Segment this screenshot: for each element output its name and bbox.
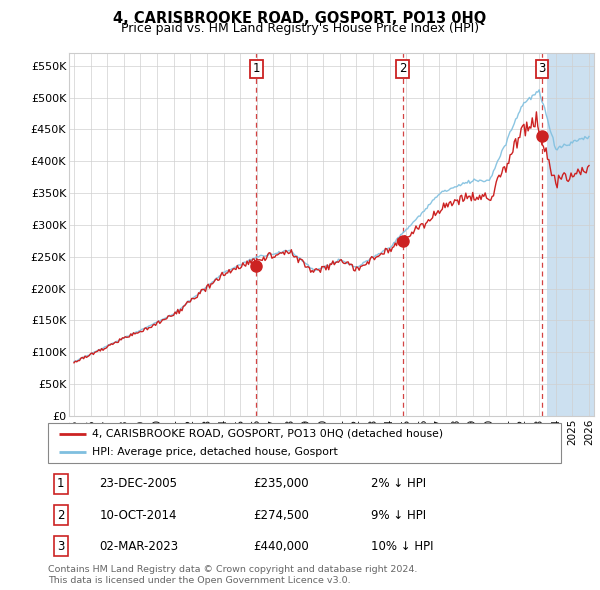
Text: HPI: Average price, detached house, Gosport: HPI: Average price, detached house, Gosp… bbox=[92, 447, 337, 457]
Text: 23-DEC-2005: 23-DEC-2005 bbox=[100, 477, 178, 490]
Text: 4, CARISBROOKE ROAD, GOSPORT, PO13 0HQ (detached house): 4, CARISBROOKE ROAD, GOSPORT, PO13 0HQ (… bbox=[92, 429, 443, 439]
Text: Contains HM Land Registry data © Crown copyright and database right 2024.
This d: Contains HM Land Registry data © Crown c… bbox=[48, 565, 418, 585]
Text: 2: 2 bbox=[57, 509, 65, 522]
Text: £440,000: £440,000 bbox=[253, 540, 309, 553]
Text: 3: 3 bbox=[538, 62, 545, 75]
Text: 10-OCT-2014: 10-OCT-2014 bbox=[100, 509, 177, 522]
Text: 9% ↓ HPI: 9% ↓ HPI bbox=[371, 509, 427, 522]
FancyBboxPatch shape bbox=[48, 423, 561, 463]
Text: 10% ↓ HPI: 10% ↓ HPI bbox=[371, 540, 434, 553]
Text: £274,500: £274,500 bbox=[253, 509, 309, 522]
Text: 02-MAR-2023: 02-MAR-2023 bbox=[100, 540, 178, 553]
Text: £235,000: £235,000 bbox=[253, 477, 309, 490]
Text: 3: 3 bbox=[57, 540, 65, 553]
Bar bbox=[547, 53, 600, 416]
Text: 2% ↓ HPI: 2% ↓ HPI bbox=[371, 477, 427, 490]
Text: Price paid vs. HM Land Registry's House Price Index (HPI): Price paid vs. HM Land Registry's House … bbox=[121, 22, 479, 35]
Text: 1: 1 bbox=[57, 477, 65, 490]
Text: 4, CARISBROOKE ROAD, GOSPORT, PO13 0HQ: 4, CARISBROOKE ROAD, GOSPORT, PO13 0HQ bbox=[113, 11, 487, 25]
Text: 1: 1 bbox=[253, 62, 260, 75]
Text: 2: 2 bbox=[399, 62, 406, 75]
